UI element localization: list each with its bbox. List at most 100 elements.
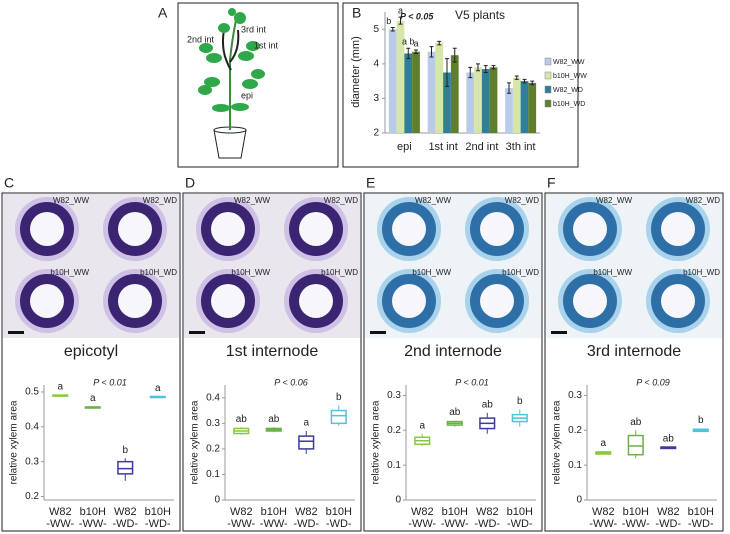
- y-tick-label: 0.2: [387, 425, 401, 436]
- significance-letter: b: [122, 445, 128, 456]
- error-bar: [437, 40, 442, 46]
- plant-label: 2nd int: [187, 34, 215, 44]
- panel-b-frame: [342, 2, 579, 168]
- error-bar: [445, 58, 449, 87]
- panel-frame: [544, 192, 724, 532]
- stem-pith: [392, 212, 426, 246]
- legend-swatch: [544, 57, 552, 66]
- error-bar: [483, 65, 488, 73]
- box: [330, 409, 347, 425]
- image-label: W82_WW: [53, 196, 89, 205]
- x-tick-label: epi: [397, 141, 412, 153]
- y-tick-label: 0.1: [387, 460, 401, 471]
- image-label: W82_WD: [324, 196, 358, 205]
- error-bar: [514, 75, 519, 80]
- panel-letter: D: [185, 175, 195, 191]
- stem-pith: [118, 284, 152, 318]
- x-tick-label: b10H: [261, 506, 287, 518]
- significance-letter: a: [600, 438, 606, 449]
- panel-frame: [363, 192, 543, 532]
- x-tick-label: W82: [476, 506, 499, 518]
- y-tick-label: 0.4: [206, 392, 220, 403]
- y-tick-label: 5: [373, 24, 379, 35]
- image-label: W82_WD: [686, 196, 720, 205]
- x-tick-label: 1st int: [428, 141, 457, 153]
- panel-letter: B: [352, 5, 361, 21]
- bar: [505, 88, 513, 133]
- x-tick-sublabel: -WW-: [46, 518, 74, 530]
- bar: [474, 67, 482, 133]
- stem-pith: [299, 284, 333, 318]
- x-tick-sublabel: -WD-: [474, 518, 500, 530]
- plant-label: epi: [241, 90, 253, 100]
- significance-letter: b: [517, 396, 523, 407]
- x-tick-label: W82: [295, 506, 318, 518]
- x-tick-sublabel: -WW-: [79, 518, 107, 530]
- y-tick-label: 0: [395, 495, 401, 506]
- stem-pith: [392, 284, 426, 318]
- stem-pith: [299, 212, 333, 246]
- significance-letter: a: [398, 6, 403, 16]
- significance-letter: ab: [630, 417, 642, 428]
- x-tick-sublabel: -WD-: [655, 518, 681, 530]
- significance-letter: a: [90, 393, 96, 404]
- error-bar: [406, 47, 411, 60]
- y-axis-label: relative xylem area: [371, 400, 382, 484]
- image-label: b10H_WW: [231, 268, 270, 277]
- y-tick-label: 0.1: [568, 460, 582, 471]
- x-tick-sublabel: -WW-: [589, 518, 617, 530]
- x-tick-sublabel: -WD-: [688, 518, 714, 530]
- x-tick-label: b10H: [442, 506, 468, 518]
- y-axis-label: diameter (mm): [350, 36, 362, 108]
- x-tick-label: b10H: [80, 506, 106, 518]
- error-bar: [491, 65, 496, 70]
- x-tick-label: W82: [592, 506, 615, 518]
- image-label: b10H_WW: [593, 268, 632, 277]
- plant-label: 3rd int: [241, 24, 267, 34]
- panel-letter: C: [4, 175, 14, 191]
- y-tick-label: 0.5: [25, 387, 39, 398]
- annotation: P < 0.09: [636, 377, 669, 387]
- x-tick-label: b10H: [507, 506, 533, 518]
- stem-pith: [30, 212, 64, 246]
- y-tick-label: 0.3: [568, 390, 582, 401]
- image-label: b10H_WD: [140, 268, 177, 277]
- plant-drawing: [198, 8, 265, 159]
- x-tick-label: b10H: [623, 506, 649, 518]
- scale-bar: [8, 331, 24, 334]
- section-title: 1st internode: [226, 343, 319, 360]
- significance-letter: a: [419, 420, 425, 431]
- error-bar: [429, 46, 434, 58]
- significance-letter: a: [155, 383, 161, 394]
- box: [627, 434, 644, 456]
- section-title: 3rd internode: [587, 343, 681, 360]
- x-tick-sublabel: -WD-: [293, 518, 319, 530]
- image-label: W82_WD: [143, 196, 177, 205]
- bar: [427, 51, 436, 133]
- legend-label: W82_WD: [553, 87, 583, 94]
- bar: [520, 81, 529, 133]
- legend-label: b10H_WW: [553, 73, 587, 80]
- legend-swatch: [544, 71, 552, 80]
- legend-label: b10H_WD: [553, 101, 585, 108]
- legend-swatch: [544, 99, 552, 108]
- scale-bar: [189, 331, 205, 334]
- significance-letter: ab: [482, 400, 494, 411]
- y-tick-label: 0: [576, 495, 582, 506]
- image-label: W82_WW: [596, 196, 632, 205]
- image-label: W82_WD: [505, 196, 539, 205]
- image-label: W82_WW: [234, 196, 270, 205]
- legend-swatch: [544, 85, 552, 94]
- y-tick-label: 0.4: [25, 421, 39, 432]
- x-tick-label: W82: [411, 506, 434, 518]
- bar: [450, 55, 459, 133]
- x-tick-label: W82: [49, 506, 72, 518]
- significance-letter: b: [698, 415, 704, 426]
- bar: [481, 69, 490, 133]
- x-tick-sublabel: -WW-: [227, 518, 255, 530]
- significance-letter: ab: [449, 407, 461, 418]
- stem-pith: [573, 212, 607, 246]
- plant-label: 1st int: [254, 40, 279, 50]
- error-bar: [530, 80, 535, 86]
- error-bar: [468, 66, 473, 79]
